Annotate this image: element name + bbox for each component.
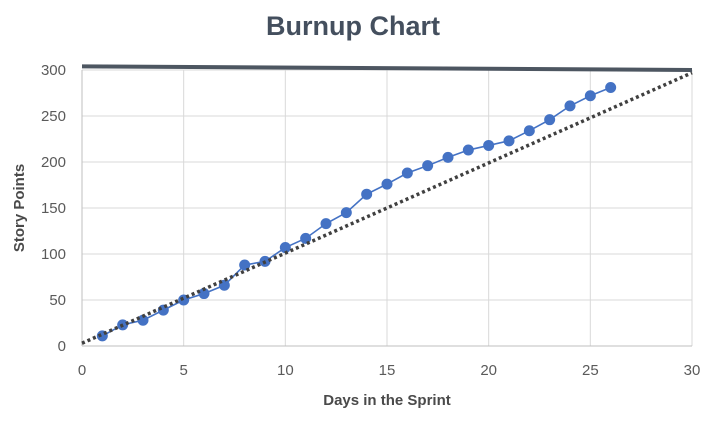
y-tick-label: 300 <box>41 62 66 79</box>
data-point <box>523 125 535 137</box>
y-axis-label: Story Points <box>11 164 28 252</box>
y-tick-label: 0 <box>58 338 66 355</box>
x-tick-label: 25 <box>582 362 599 379</box>
data-point <box>320 218 332 230</box>
data-point <box>401 167 413 179</box>
x-tick-label: 30 <box>684 362 701 379</box>
x-tick-label: 20 <box>480 362 497 379</box>
data-point <box>442 151 454 163</box>
data-point <box>564 100 576 112</box>
axes <box>81 70 692 347</box>
x-tick-label: 15 <box>379 362 396 379</box>
data-point <box>361 188 373 200</box>
x-axis-label: Days in the Sprint <box>323 392 451 409</box>
data-point <box>605 81 617 93</box>
y-tick-label: 250 <box>41 108 66 125</box>
y-tick-label: 200 <box>41 154 66 171</box>
data-point <box>584 90 596 102</box>
x-tick-label: 5 <box>179 362 187 379</box>
data-point <box>239 259 251 271</box>
data-point <box>340 207 352 219</box>
data-point <box>503 135 515 147</box>
x-tick-label: 0 <box>78 362 86 379</box>
data-point <box>300 232 312 244</box>
y-tick-label: 100 <box>41 246 66 263</box>
data-point <box>544 114 556 126</box>
data-point <box>279 242 291 254</box>
y-tick-label: 150 <box>41 200 66 217</box>
data-point <box>462 144 474 156</box>
x-tick-label: 10 <box>277 362 294 379</box>
y-tick-label: 50 <box>49 292 66 309</box>
chart-title: Burnup Chart <box>266 11 440 41</box>
scope-line <box>81 64 693 72</box>
data-point <box>483 139 495 151</box>
data-series <box>81 64 693 345</box>
data-point <box>381 178 393 190</box>
data-point <box>422 160 434 172</box>
